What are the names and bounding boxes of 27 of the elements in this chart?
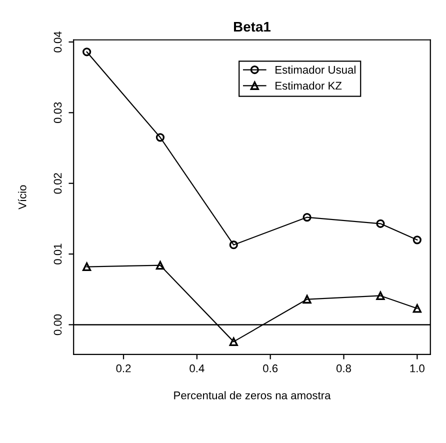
x-tick-label: 0.4 <box>190 364 204 372</box>
point <box>376 291 385 300</box>
point <box>302 212 312 222</box>
x-axis-title: Percentual de zeros na amostra <box>174 391 331 400</box>
point <box>229 240 238 250</box>
point <box>156 261 165 270</box>
x-tick-label: 0.8 <box>336 364 351 372</box>
x-tick-label: 1.0 <box>410 364 424 372</box>
x-tick-label: 0.6 <box>263 364 278 372</box>
y-tick-label: 0.02 <box>54 173 62 194</box>
point <box>412 304 422 313</box>
y-tick-label: 0.00 <box>54 314 62 336</box>
point <box>82 48 92 56</box>
point <box>302 294 312 304</box>
y-tick-label: 0.03 <box>54 102 62 124</box>
legend-label: Estimador Usual <box>276 66 356 74</box>
point <box>156 133 165 142</box>
point <box>412 236 422 244</box>
y-tick-label: 0.01 <box>54 244 62 264</box>
x-tick-label: 0.2 <box>116 364 131 372</box>
point <box>82 262 92 272</box>
legend-label: Estimador KZ <box>276 82 342 90</box>
y-tick-label: 0.04 <box>54 32 62 52</box>
y-axis-title: Vício <box>18 185 26 210</box>
point <box>376 219 385 228</box>
point <box>229 337 238 346</box>
chart-title: Beta1 <box>234 22 271 32</box>
